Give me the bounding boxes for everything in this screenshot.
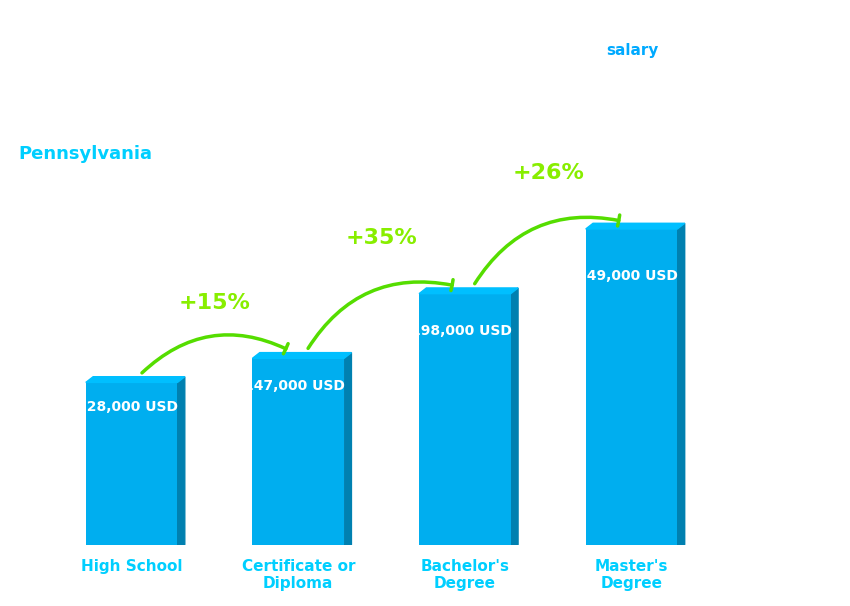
Bar [86, 382, 178, 545]
Polygon shape [86, 377, 184, 382]
Text: 249,000 USD: 249,000 USD [577, 269, 678, 284]
Text: 198,000 USD: 198,000 USD [411, 324, 512, 338]
Bar [586, 229, 677, 545]
Polygon shape [586, 223, 685, 229]
Bar [252, 358, 344, 545]
Text: 128,000 USD: 128,000 USD [77, 400, 178, 414]
Text: +35%: +35% [346, 228, 417, 248]
Text: 147,000 USD: 147,000 USD [244, 379, 345, 393]
Polygon shape [252, 353, 351, 358]
Text: +15%: +15% [179, 293, 251, 313]
Text: Area Sales Manager: Area Sales Manager [19, 96, 213, 115]
Polygon shape [419, 288, 518, 294]
Text: Average Yearly Salary: Average Yearly Salary [819, 273, 830, 394]
Polygon shape [677, 223, 685, 545]
Bar [419, 294, 511, 545]
Text: Salary Comparison By Education: Salary Comparison By Education [19, 42, 527, 70]
Polygon shape [178, 377, 184, 545]
Text: Pennsylvania: Pennsylvania [19, 145, 152, 163]
Text: explorer.com: explorer.com [670, 42, 780, 58]
Polygon shape [511, 288, 518, 545]
Text: +26%: +26% [513, 164, 584, 184]
Polygon shape [344, 353, 351, 545]
Text: salary: salary [607, 42, 659, 58]
